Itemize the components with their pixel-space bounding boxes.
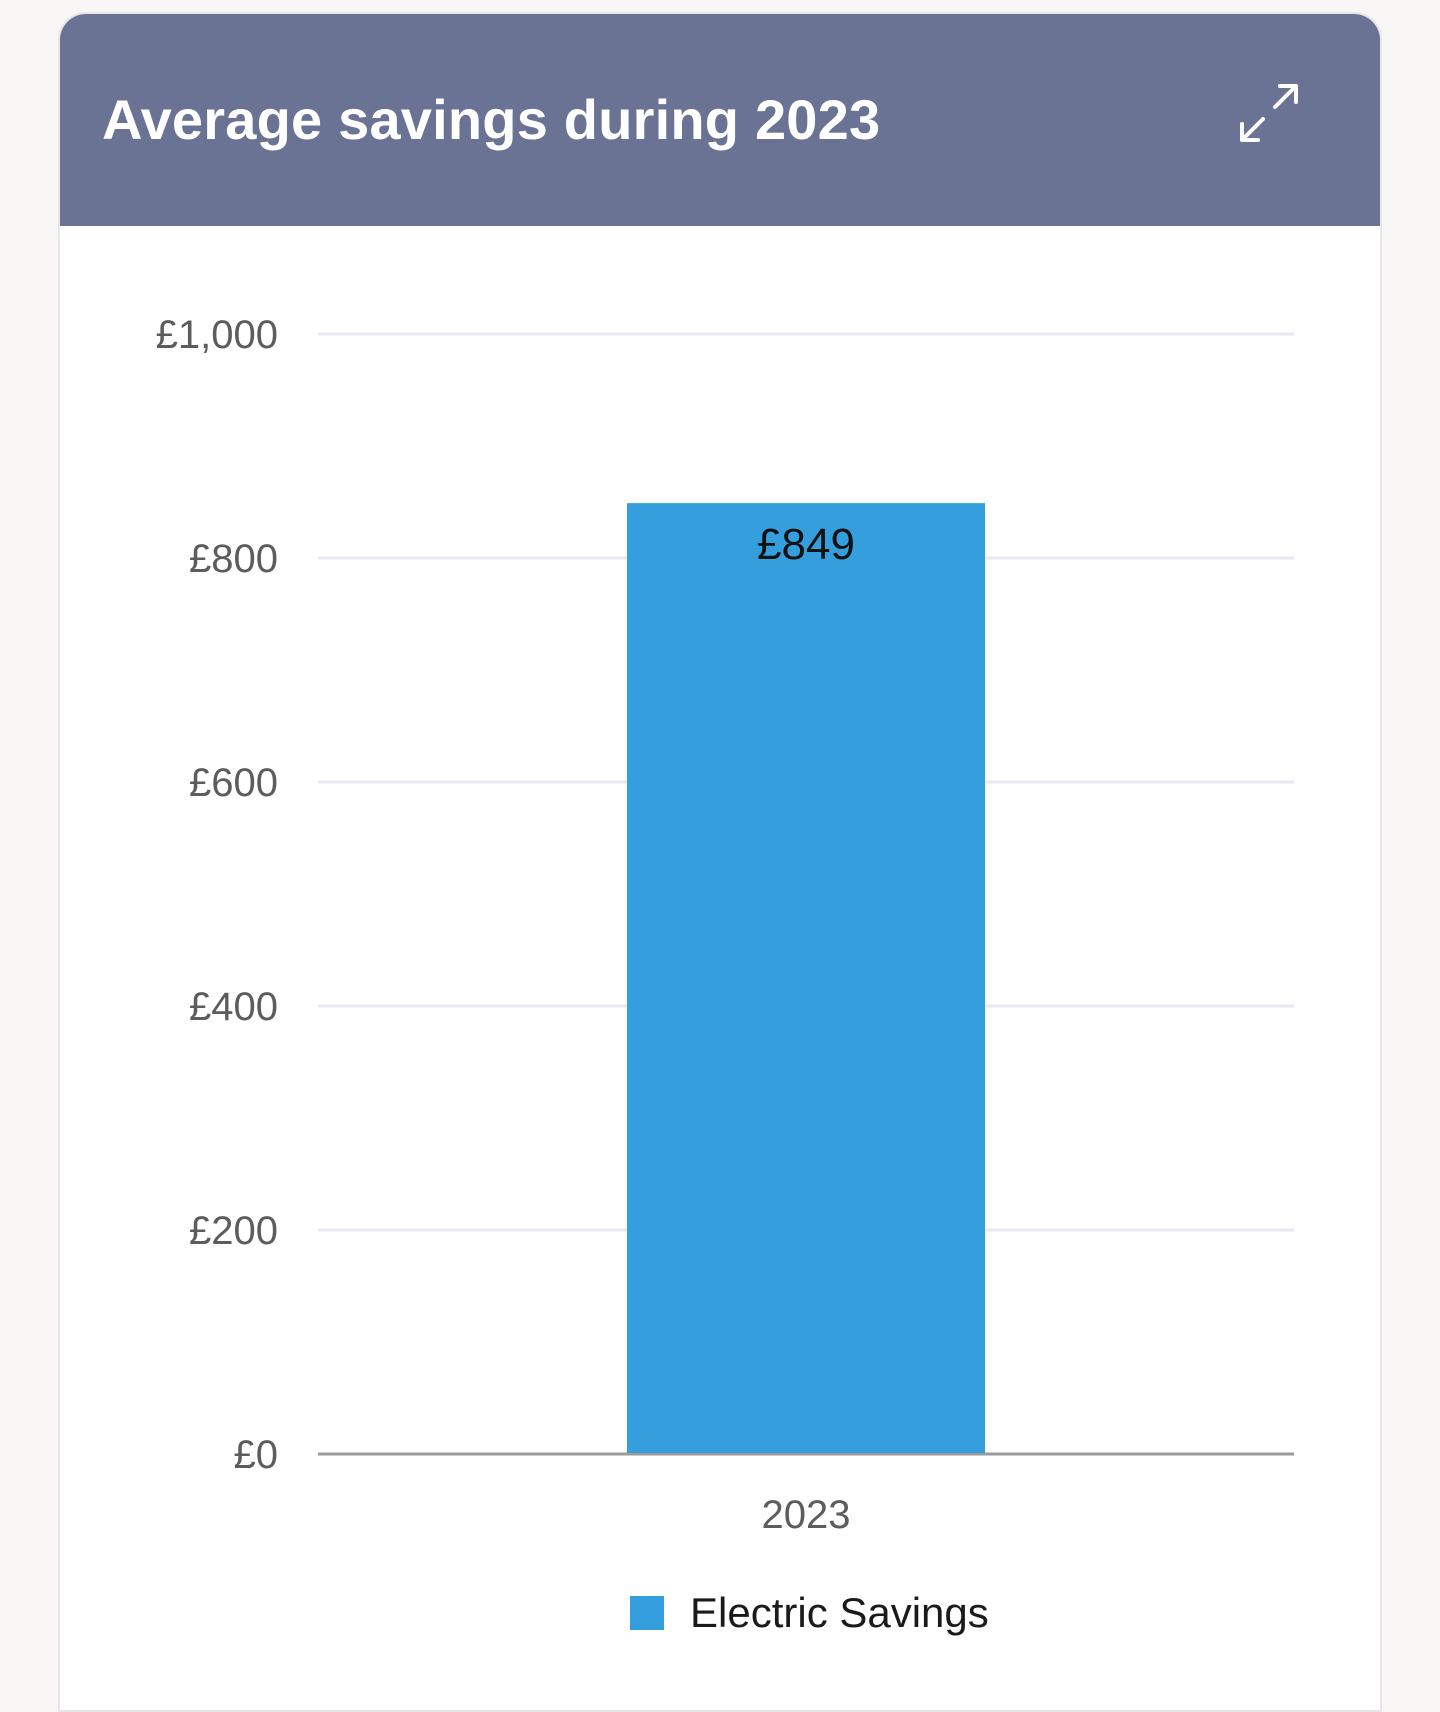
- card-header: Average savings during 2023: [60, 14, 1380, 226]
- y-tick-label: £0: [234, 1433, 279, 1477]
- y-tick-label: £1,000: [156, 313, 278, 357]
- legend-label: Electric Savings: [690, 1589, 989, 1636]
- chart-legend: Electric Savings: [630, 1592, 989, 1634]
- expand-arrows-icon: [1240, 84, 1298, 142]
- bar-2023[interactable]: [627, 503, 985, 1453]
- x-tick-label: 2023: [762, 1493, 851, 1537]
- x-axis-tick-labels: 2023: [762, 1493, 851, 1537]
- expand-button[interactable]: [1234, 78, 1304, 148]
- chart-title: Average savings during 2023: [102, 88, 881, 151]
- bars: [627, 503, 985, 1453]
- data-labels: £849: [757, 520, 855, 569]
- legend-swatch-electric-savings: [630, 1596, 664, 1630]
- y-tick-label: £400: [189, 985, 278, 1029]
- y-tick-label: £800: [189, 537, 278, 581]
- y-axis-tick-labels: £0 £200 £400 £600 £800 £1,000: [156, 313, 278, 1477]
- bar-value-label: £849: [757, 520, 855, 569]
- y-tick-label: £600: [189, 761, 278, 805]
- bar-chart: £0 £200 £400 £600 £800 £1,000 £849 2023: [156, 313, 1294, 1537]
- y-tick-label: £200: [189, 1209, 278, 1253]
